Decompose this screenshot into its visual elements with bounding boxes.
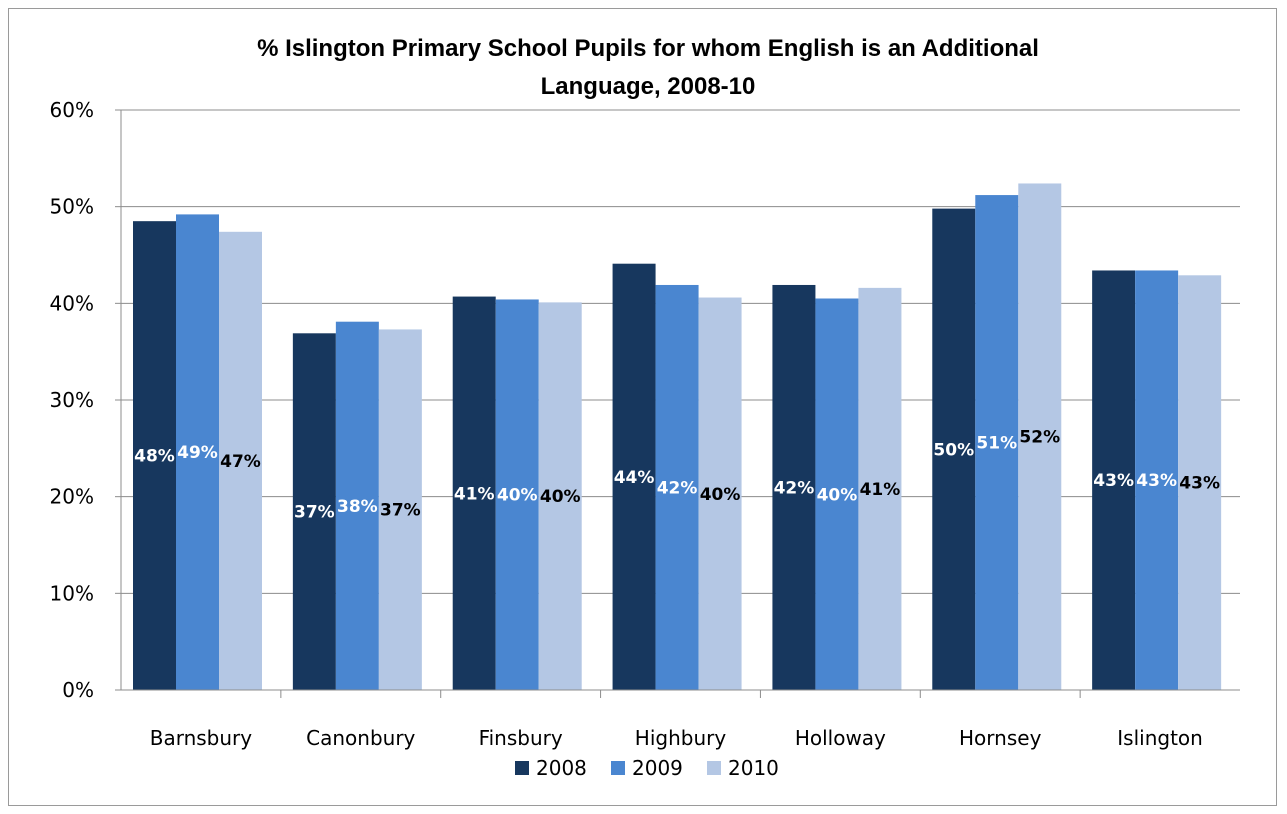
bar-2010 (1178, 275, 1222, 690)
data-label-2010: 41% (860, 480, 901, 500)
legend-swatch-2010 (707, 761, 721, 775)
category-label: Holloway (795, 726, 886, 750)
legend-swatch-2009 (611, 761, 625, 775)
y-tick-label: 60% (50, 98, 94, 122)
bar-2010 (698, 297, 742, 690)
bars (133, 183, 1222, 691)
bar-2010 (538, 302, 582, 690)
legend: 2008 2009 2010 (515, 756, 779, 780)
data-label-2008: 44% (614, 468, 655, 488)
y-tick-label: 50% (50, 195, 94, 219)
legend-label-2009: 2009 (632, 756, 683, 780)
data-label-2008: 41% (454, 484, 495, 504)
data-label-2009: 49% (177, 443, 218, 463)
data-label-2010: 47% (220, 452, 261, 472)
y-tick-label: 40% (50, 291, 94, 315)
bar-2009 (655, 284, 699, 690)
category-label: Islington (1117, 726, 1203, 750)
bar-2008 (612, 263, 656, 690)
y-tick-label: 20% (50, 485, 94, 509)
data-label-2009: 38% (337, 497, 378, 517)
bar-2009 (815, 298, 859, 690)
bar-2010 (1018, 183, 1062, 690)
bar-2008 (772, 284, 816, 690)
bar-2009 (335, 321, 379, 690)
bar-2008 (932, 208, 976, 690)
data-label-2010: 52% (1019, 428, 1060, 448)
data-labels: 48% 49% 47%37% 38% 37%41% 40% 40%44%42% 40% 42% 4… (134, 428, 1220, 523)
y-tick-label: 30% (50, 388, 94, 412)
bar-2009 (1135, 270, 1179, 690)
chart-title-line-2: Language, 2008-10 (541, 73, 756, 100)
bar-2009 (176, 214, 219, 690)
data-label-2008: 43% (1093, 471, 1134, 491)
data-label-2009: 40% (817, 485, 858, 505)
category-label: Hornsey (959, 726, 1042, 750)
bar-2010 (858, 287, 902, 690)
bar-2009 (495, 299, 539, 690)
category-label: Finsbury (479, 726, 563, 750)
data-label-2010: 40% (700, 485, 741, 505)
bar-2009 (975, 195, 1019, 691)
legend-label-2010: 2010 (728, 756, 779, 780)
y-tick-label: 0% (62, 678, 94, 702)
data-label-2008: 50% (933, 440, 974, 460)
legend-swatch-2008 (515, 761, 529, 775)
bar-2008 (452, 296, 496, 690)
data-label-2010: 40% (540, 487, 581, 507)
bar-2008 (133, 221, 176, 690)
x-axis: Barnsbury Canonbury Finsbury Highbury Hollow… (121, 689, 1240, 750)
data-label-2010: 37% (380, 501, 421, 521)
chart-title-line-1: % Islington Primary School Pupils for wh… (257, 35, 1039, 62)
y-axis: 0% 10% 20% 30% 40% 50% 60% (50, 98, 122, 702)
data-label-2009: 51% (976, 434, 1017, 454)
data-label-2009: 43% (1136, 471, 1177, 491)
data-label-2009: 40% (497, 486, 538, 506)
bar-2008 (292, 333, 336, 690)
bar-2010 (378, 329, 422, 690)
legend-label-2008: 2008 (536, 756, 587, 780)
data-label-2009: 42% (657, 478, 698, 498)
bar-2008 (1092, 270, 1136, 690)
category-label: Barnsbury (150, 726, 253, 750)
data-label-2008: 42% (774, 478, 815, 498)
data-label-2010: 43% (1179, 474, 1220, 494)
data-label-2008: 48% (134, 447, 175, 467)
y-tick-label: 10% (50, 581, 94, 605)
category-label: Canonbury (306, 726, 415, 750)
data-label-2008: 37% (294, 503, 335, 523)
category-label: Highbury (635, 726, 727, 750)
bar-2010 (219, 231, 262, 691)
